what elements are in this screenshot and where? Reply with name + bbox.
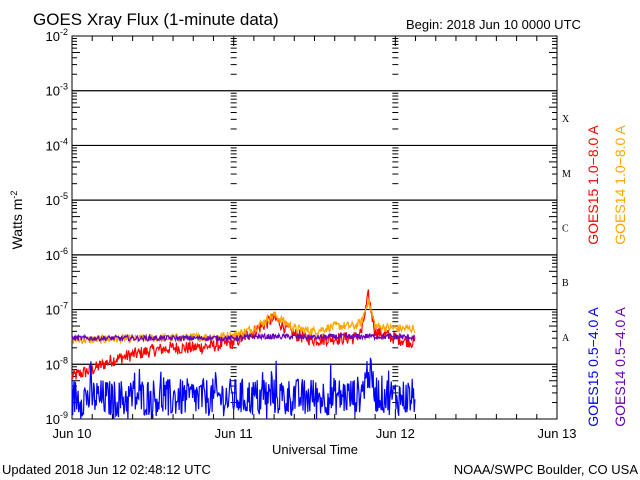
y-tick-base: 10 [46,303,60,318]
legend-goes14-long: GOES14 1.0−8.0 A [612,125,628,245]
series-line-goes14-1-0-8-0-a [71,298,416,345]
y-tick-base: 10 [46,84,60,99]
y-tick-base: 10 [46,412,60,427]
plot-area [71,35,558,420]
y-tick-exponent: -3 [60,82,68,92]
flare-class-label: B [562,278,569,289]
y-tick-label: 10-9 [46,410,68,427]
y-tick-label: 10-5 [46,191,68,208]
legend-goes15-short: GOES15 0.5−4.0 A [585,307,601,427]
y-tick-label: 10-4 [46,136,68,153]
x-tick-label: Jun 12 [376,426,415,441]
y-tick-exponent: -9 [60,410,68,420]
credit-label: NOAA/SWPC Boulder, CO USA [454,462,639,477]
flare-class-label: X [562,114,570,125]
y-tick-base: 10 [46,193,60,208]
y-tick-exponent: -4 [60,136,68,146]
y-tick-exponent: -7 [60,301,68,311]
updated-timestamp: Updated 2018 Jun 12 02:48:12 UTC [2,462,211,477]
grid-lines [72,90,557,365]
flare-class-label: A [562,333,570,344]
legend-goes15-long: GOES15 1.0−8.0 A [585,125,601,245]
y-tick-label: 10-2 [46,27,68,44]
y-tick-base: 10 [46,357,60,372]
begin-label: Begin: 2018 Jun 10 0000 UTC [406,17,581,32]
y-tick-exponent: -2 [60,27,68,37]
series-line-goes15-0-5-4-0-a [71,357,416,420]
flare-class-label: C [562,224,569,235]
y-tick-label: 10-8 [46,355,68,372]
y-tick-labels: 10-910-810-710-610-510-410-310-2 [46,27,68,427]
y-tick-label: 10-6 [46,246,68,263]
flare-class-label: M [562,169,571,180]
y-tick-base: 10 [46,138,60,153]
flare-class-labels: A B C M X [562,114,571,344]
y-tick-base: 10 [46,248,60,263]
x-tick-label: Jun 10 [52,426,91,441]
axis-ticks [71,36,558,419]
x-axis-label: Universal Time [272,442,358,457]
y-tick-exponent: -8 [60,355,68,365]
legend-goes14-short: GOES14 0.5−4.0 A [612,307,628,427]
y-tick-label: 10-3 [46,82,68,99]
series-layer [71,289,416,420]
x-tick-labels: Jun 10 Jun 11 Jun 12 Jun 13 [52,426,576,441]
y-tick-exponent: -6 [60,246,68,256]
x-tick-label: Jun 11 [215,426,253,441]
y-tick-base: 10 [46,29,60,44]
y-tick-exponent: -5 [60,191,68,201]
series-line-goes14-0-5-4-0-a [71,332,416,343]
y-axis-label: Watts m-2 [9,191,25,250]
chart-title: GOES Xray Flux (1-minute data) [33,10,279,29]
y-tick-label: 10-7 [46,301,68,318]
x-tick-label: Jun 13 [537,426,576,441]
